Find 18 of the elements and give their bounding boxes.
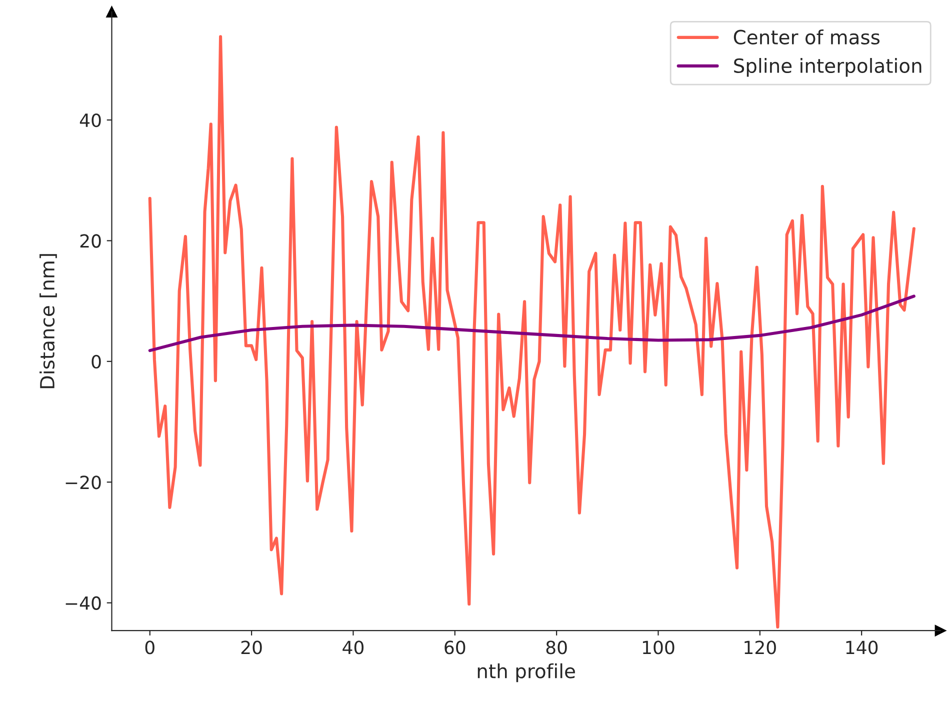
legend-label: Center of mass: [734, 29, 880, 44]
x-tick-label: 120: [744, 640, 776, 654]
x-tick-label: 140: [846, 640, 878, 654]
y-tick-label: 20: [80, 234, 101, 248]
y-tick-label: −40: [66, 596, 101, 610]
y-tick-label: 40: [80, 113, 101, 128]
x-tick-label: 40: [342, 640, 364, 654]
y-tick-label: −20: [66, 476, 101, 490]
x-tick-label: 0: [145, 640, 154, 654]
legend-label: Spline interpolation: [734, 58, 922, 77]
x-tick-label: 20: [241, 640, 262, 654]
x-tick-label: 80: [546, 640, 567, 654]
x-tick-label: 100: [642, 640, 674, 654]
line-series: [148, 294, 916, 352]
x-tick-label: 60: [444, 640, 466, 654]
y-axis-title: Distance [nm]: [40, 254, 57, 388]
x-axis-title: nth profile: [478, 663, 575, 682]
y-tick-label: 0: [92, 354, 101, 369]
